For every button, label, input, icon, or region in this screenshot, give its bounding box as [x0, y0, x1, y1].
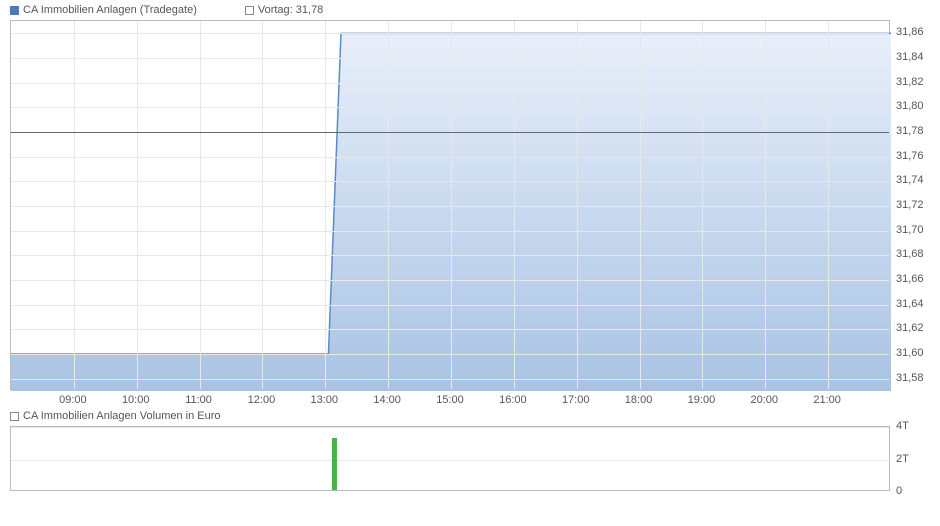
x-tick-label: 13:00: [311, 394, 339, 406]
volume-swatch: [10, 412, 19, 421]
x-tick-label: 19:00: [688, 394, 716, 406]
x-tick-label: 14:00: [373, 394, 401, 406]
x-tick-label: 18:00: [625, 394, 653, 406]
y-tick-label: 31,58: [896, 372, 924, 384]
y-tick-label: 31,72: [896, 199, 924, 211]
y-tick-label: 31,80: [896, 100, 924, 112]
series-label: CA Immobilien Anlagen (Tradegate): [23, 4, 197, 16]
x-tick-label: 09:00: [59, 394, 87, 406]
x-tick-label: 12:00: [248, 394, 276, 406]
price-chart-area: [10, 20, 890, 390]
series-swatch: [10, 6, 19, 15]
x-tick-label: 16:00: [499, 394, 527, 406]
vol-y-tick-label: 4T: [896, 420, 909, 432]
volume-chart-area: [10, 426, 890, 491]
y-tick-label: 31,62: [896, 322, 924, 334]
y-tick-label: 31,68: [896, 248, 924, 260]
y-tick-label: 31,66: [896, 273, 924, 285]
vol-y-tick-label: 0: [896, 485, 902, 497]
x-tick-label: 17:00: [562, 394, 590, 406]
y-tick-label: 31,82: [896, 76, 924, 88]
y-tick-label: 31,86: [896, 26, 924, 38]
y-tick-label: 31,70: [896, 224, 924, 236]
y-tick-label: 31,74: [896, 174, 924, 186]
price-chart-container: 31,58 31,60 31,62 31,64 31,66 31,68 31,70 31,72…: [10, 20, 940, 390]
price-legend: CA Immobilien Anlagen (Tradegate) Vortag…: [0, 0, 940, 20]
volume-label: CA Immobilien Anlagen Volumen in Euro: [23, 410, 221, 422]
x-tick-label: 15:00: [436, 394, 464, 406]
x-tick-label: 20:00: [751, 394, 779, 406]
x-tick-label: 10:00: [122, 394, 150, 406]
y-tick-label: 31,60: [896, 347, 924, 359]
x-tick-label: 11:00: [185, 394, 212, 406]
vol-y-tick-label: 2T: [896, 453, 909, 465]
y-tick-label: 31,64: [896, 298, 924, 310]
vortag-label: Vortag: 31,78: [258, 4, 323, 16]
y-tick-label: 31,76: [896, 150, 924, 162]
x-tick-label: 21:00: [813, 394, 841, 406]
volume-chart-container: 02T4T: [10, 426, 940, 491]
volume-bar: [332, 438, 337, 490]
y-tick-label: 31,84: [896, 51, 924, 63]
reference-line: [11, 132, 889, 133]
vortag-swatch: [245, 6, 254, 15]
y-tick-label: 31,78: [896, 125, 924, 137]
